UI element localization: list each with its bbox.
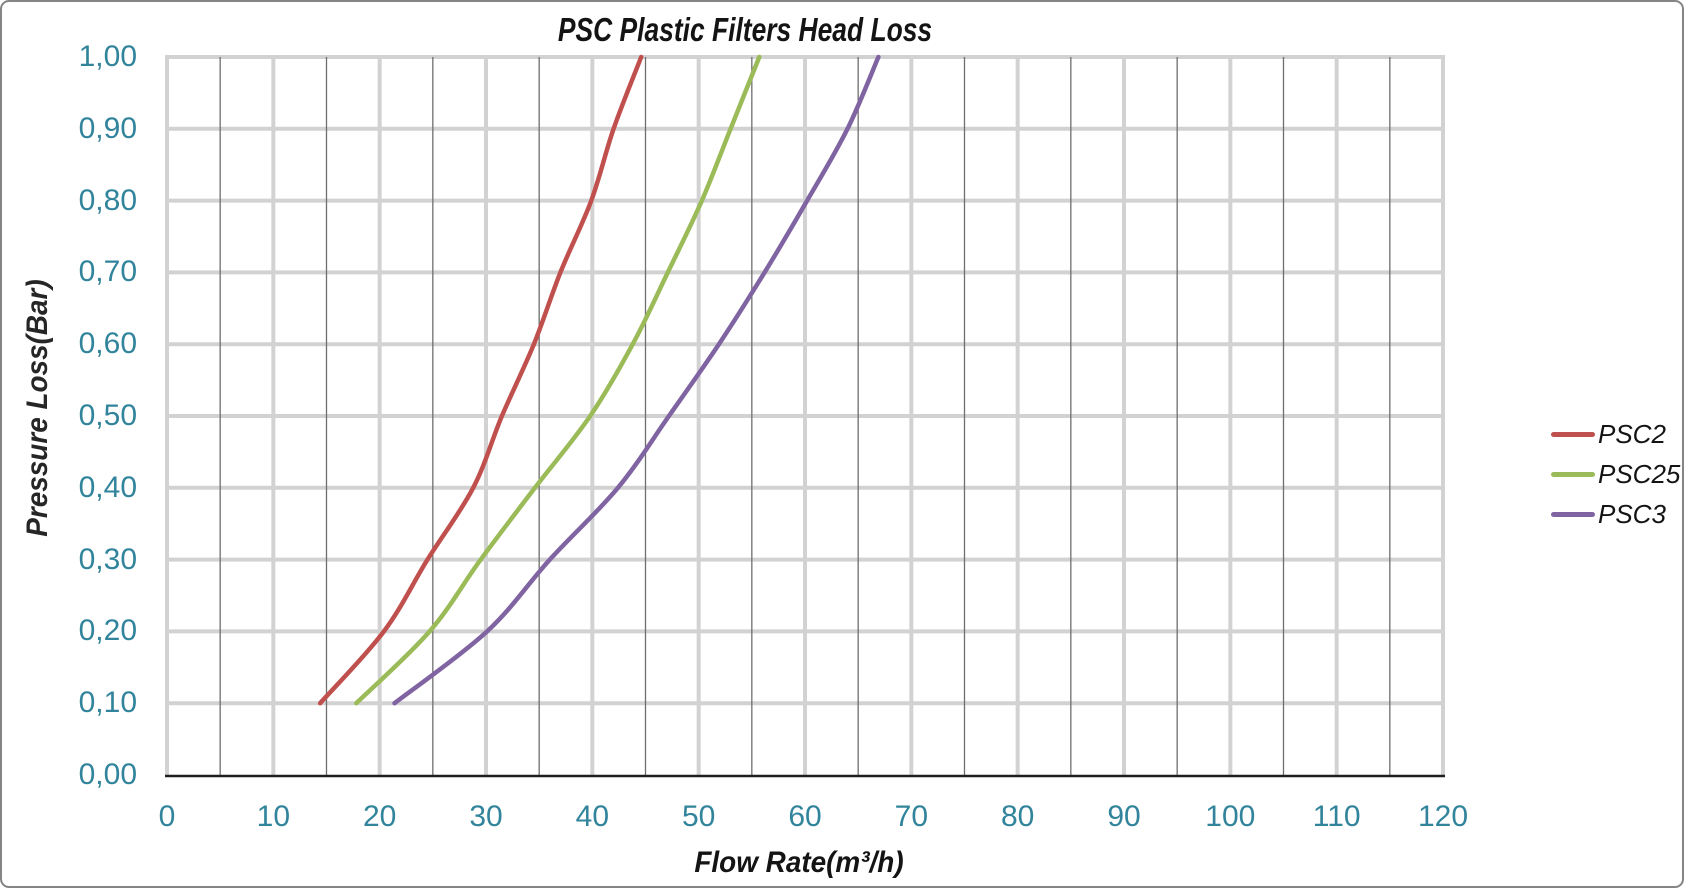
series-line-psc25: [354, 54, 762, 706]
y-tick-label: 0,10: [78, 686, 137, 720]
y-tick-label: 0,90: [78, 111, 137, 145]
legend-entry-psc3: PSC3: [1551, 494, 1680, 534]
x-tick-label: 100: [1205, 800, 1256, 833]
legend-label: PSC3: [1598, 498, 1666, 529]
x-axis-title: Flow Rate(m³/h): [694, 846, 904, 879]
x-tick-label: 120: [1417, 800, 1469, 833]
y-tick-label: 0,50: [78, 399, 137, 432]
legend-line-swatch-psc3: [1551, 511, 1595, 517]
legend: PSC2 PSC25 PSC3: [1551, 414, 1680, 534]
legend-line-swatch-psc2: [1551, 431, 1595, 437]
x-tick-label: 50: [681, 800, 716, 833]
x-tick-label: 60: [788, 800, 822, 833]
y-tick-label: 0,60: [78, 327, 137, 361]
series-line-psc2: [317, 54, 644, 706]
x-tick-label: 110: [1312, 800, 1361, 833]
y-tick-label: 0,30: [78, 542, 137, 576]
y-tick-label: 0,80: [78, 183, 137, 217]
x-tick-label: 0: [158, 800, 176, 833]
legend-label: PSC25: [1598, 458, 1681, 489]
y-tick-label: 0,70: [78, 255, 137, 289]
legend-entry-psc2: PSC2: [1551, 414, 1680, 454]
x-tick-label: 40: [575, 800, 610, 833]
chart-title: PSC Plastic Filters Head Loss: [557, 11, 933, 48]
y-tick-label: 1,00: [78, 40, 137, 73]
legend-label: PSC2: [1598, 418, 1666, 449]
legend-line-swatch-psc25: [1551, 471, 1595, 477]
y-tick-label: 0,40: [78, 470, 137, 504]
x-tick-label: 70: [894, 800, 929, 833]
x-tick-label: 90: [1107, 800, 1141, 833]
series-line-psc3: [392, 54, 881, 706]
y-tick-label: 0,00: [78, 758, 137, 791]
x-tick-label: 80: [1000, 800, 1035, 833]
x-tick-label: 10: [256, 800, 291, 833]
y-tick-label: 0,20: [78, 614, 137, 648]
x-tick-label: 20: [362, 800, 397, 833]
x-tick-label: 30: [469, 800, 503, 833]
legend-entry-psc25: PSC25: [1551, 454, 1680, 494]
